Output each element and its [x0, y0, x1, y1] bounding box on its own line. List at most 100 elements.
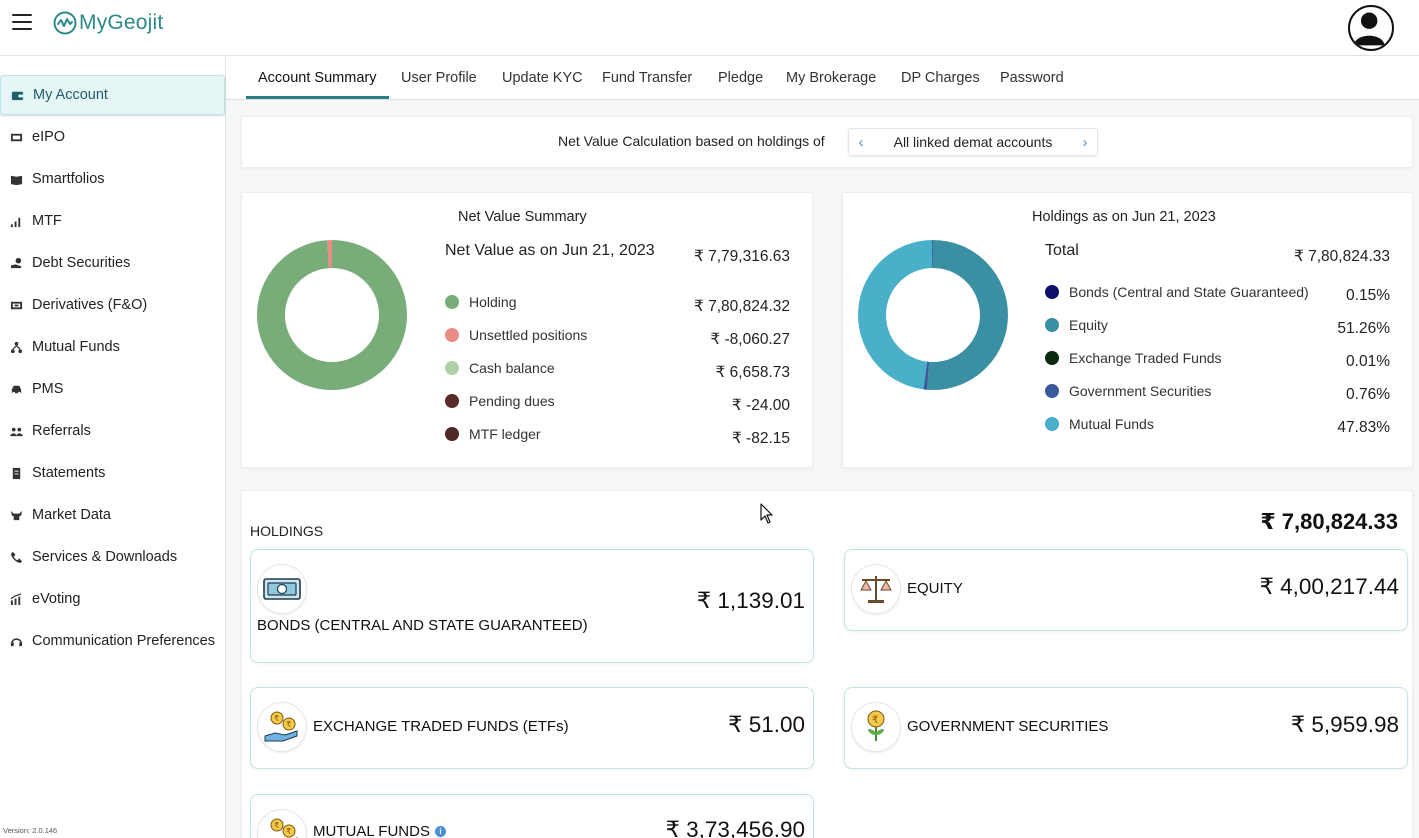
- holding-card-bonds[interactable]: BONDS (CENTRAL AND STATE GUARANTEED) ₹ 1…: [250, 549, 814, 663]
- legend-item-etfs: Exchange Traded Funds: [1045, 349, 1222, 367]
- legend-label: Holding: [469, 294, 517, 310]
- holdings-slice-2[interactable]: [858, 240, 1008, 390]
- tab-account-summary[interactable]: Account Summary: [258, 70, 377, 86]
- active-tab-indicator: [246, 96, 389, 99]
- info-icon[interactable]: i: [434, 826, 446, 837]
- holdings-donut-chart: [858, 240, 1008, 390]
- tab-my-brokerage[interactable]: My Brokerage: [786, 70, 877, 86]
- tab-fund-transfer[interactable]: Fund Transfer: [602, 70, 693, 86]
- sidebar-item-referrals[interactable]: Referrals: [0, 411, 225, 451]
- svg-text:₹: ₹: [286, 827, 291, 836]
- legend-item-mtf-ledger: MTF ledger: [445, 425, 541, 443]
- legend-dot: [445, 394, 459, 408]
- tab-pledge[interactable]: Pledge: [718, 70, 764, 86]
- legend-value: 0.01%: [1346, 353, 1390, 370]
- legend-label: Bonds (Central and State Guaranteed): [1069, 284, 1309, 300]
- sidebar-item-eipo[interactable]: eIPO: [0, 117, 225, 157]
- sidebar-item-my-account[interactable]: My Account: [0, 75, 225, 115]
- holding-name: EXCHANGE TRADED FUNDS (ETFs): [313, 718, 569, 735]
- holding-name: GOVERNMENT SECURITIES: [907, 718, 1109, 735]
- mouse-cursor-icon: [760, 503, 773, 524]
- net-value-summary-card: Net Value Summary Net Value as on Jun 21…: [241, 192, 813, 468]
- sidebar-item-label: Referrals: [32, 423, 91, 439]
- sidebar-item-label: eIPO: [32, 129, 66, 145]
- legend-item-unsettled-positions: Unsettled positions: [445, 326, 587, 344]
- tab-dp-charges[interactable]: DP Charges: [901, 70, 980, 86]
- legend-dot: [445, 361, 459, 375]
- tab-password[interactable]: Password: [1000, 70, 1064, 86]
- bull-icon: [9, 508, 23, 522]
- sidebar-item-debt-securities[interactable]: Debt Securities: [0, 243, 225, 283]
- legend-value: 0.15%: [1346, 287, 1390, 304]
- ipo-icon: [9, 130, 23, 144]
- sidebar-item-mtf[interactable]: MTF: [0, 201, 225, 241]
- avatar[interactable]: [1348, 5, 1394, 51]
- sidebar-item-services-downloads[interactable]: Services & Downloads: [0, 537, 225, 577]
- sidebar-item-label: Mutual Funds: [32, 339, 120, 355]
- sidebar-item-label: My Account: [33, 87, 108, 103]
- holding-name-row: MUTUAL FUNDS i: [313, 823, 446, 838]
- legend-item-government-securities: Government Securities: [1045, 382, 1211, 400]
- menu-icon[interactable]: [12, 14, 32, 32]
- legend-label: Pending dues: [469, 393, 555, 409]
- legend-label: Government Securities: [1069, 383, 1212, 399]
- sidebar-item-market-data[interactable]: Market Data: [0, 495, 225, 535]
- legend-value: ₹ 6,658.73: [715, 364, 790, 381]
- bar-chart-icon: [9, 214, 23, 228]
- legend-value: 51.26%: [1337, 320, 1390, 337]
- sidebar-item-mutual-funds[interactable]: Mutual Funds: [0, 327, 225, 367]
- legend-label: Equity: [1069, 317, 1108, 333]
- legend-value: 47.83%: [1337, 419, 1390, 436]
- demat-account-selected: All linked demat accounts: [893, 134, 1053, 150]
- holding-card-etfs[interactable]: ₹ ₹ EXCHANGE TRADED FUNDS (ETFs) ₹ 51.00: [250, 687, 814, 769]
- holding-card-equity[interactable]: EQUITY ₹ 4,00,217.44: [844, 549, 1408, 631]
- holding-name: MUTUAL FUNDS: [313, 823, 430, 838]
- legend-dot: [445, 328, 459, 342]
- legend-label: Unsettled positions: [469, 327, 588, 343]
- legend-item-cash-balance: Cash balance: [445, 359, 555, 377]
- legend-value: ₹ -24.00: [731, 397, 790, 414]
- user-icon: [1353, 12, 1385, 46]
- tab-update-kyc[interactable]: Update KYC: [502, 70, 583, 86]
- sidebar-item-label: Services & Downloads: [32, 549, 178, 565]
- holdings-total-value: ₹ 7,80,824.33: [1293, 248, 1390, 265]
- net-value-slice-1[interactable]: [257, 240, 407, 390]
- hierarchy-icon: [9, 340, 23, 354]
- holding-value: ₹ 51.00: [728, 712, 805, 737]
- chevron-left-icon[interactable]: ‹: [858, 133, 864, 151]
- legend-value: ₹ -82.15: [731, 430, 790, 447]
- document-icon: [9, 466, 23, 480]
- scale-icon: [851, 564, 901, 614]
- legend-item-bonds: Bonds (Central and State Guaranteed): [1045, 283, 1309, 301]
- holdings-label: HOLDINGS: [250, 523, 324, 539]
- sidebar-item-label: Smartfolios: [32, 171, 105, 187]
- holding-value: ₹ 3,73,456.90: [665, 817, 805, 838]
- holdings-total-label: Total: [1045, 242, 1079, 259]
- net-value-slice-0[interactable]: [257, 240, 407, 390]
- holding-card-mutual-funds[interactable]: ₹ ₹ MUTUAL FUNDS i ₹ 3,73,456.90: [250, 794, 814, 838]
- sidebar-item-statements[interactable]: Statements: [0, 453, 225, 493]
- sidebar-item-smartfolios[interactable]: Smartfolios: [0, 159, 225, 199]
- phone-icon: [9, 550, 23, 564]
- version-label: Version: 2.0.146: [3, 826, 58, 835]
- logo-icon: [53, 11, 77, 35]
- holding-card-government-securities[interactable]: ₹ GOVERNMENT SECURITIES ₹ 5,959.98: [844, 687, 1408, 769]
- net-calc-label: Net Value Calculation based on holdings …: [558, 133, 825, 149]
- chevron-right-icon[interactable]: ›: [1082, 133, 1088, 151]
- legend-item-mutual-funds: Mutual Funds: [1045, 415, 1154, 433]
- sidebar-item-derivatives[interactable]: Derivatives (F&O): [0, 285, 225, 325]
- demat-account-selector[interactable]: ‹ All linked demat accounts ›: [848, 128, 1098, 156]
- sidebar-item-pms[interactable]: PMS: [0, 369, 225, 409]
- logo-text: MyGeojit: [79, 11, 164, 34]
- tab-user-profile[interactable]: User Profile: [401, 70, 477, 86]
- legend-dot: [1045, 384, 1059, 398]
- sidebar-item-communication-preferences[interactable]: Communication Preferences: [0, 621, 225, 661]
- logo[interactable]: MyGeojit: [53, 11, 163, 35]
- tab-bar: Account Summary User Profile Update KYC …: [226, 56, 1419, 100]
- sidebar-item-evoting[interactable]: eVoting: [0, 579, 225, 619]
- legend-dot: [1045, 318, 1059, 332]
- people-icon: [9, 424, 23, 438]
- headset-icon: [9, 634, 23, 648]
- legend-value: 0.76%: [1346, 386, 1390, 403]
- legend-label: Mutual Funds: [1069, 416, 1154, 432]
